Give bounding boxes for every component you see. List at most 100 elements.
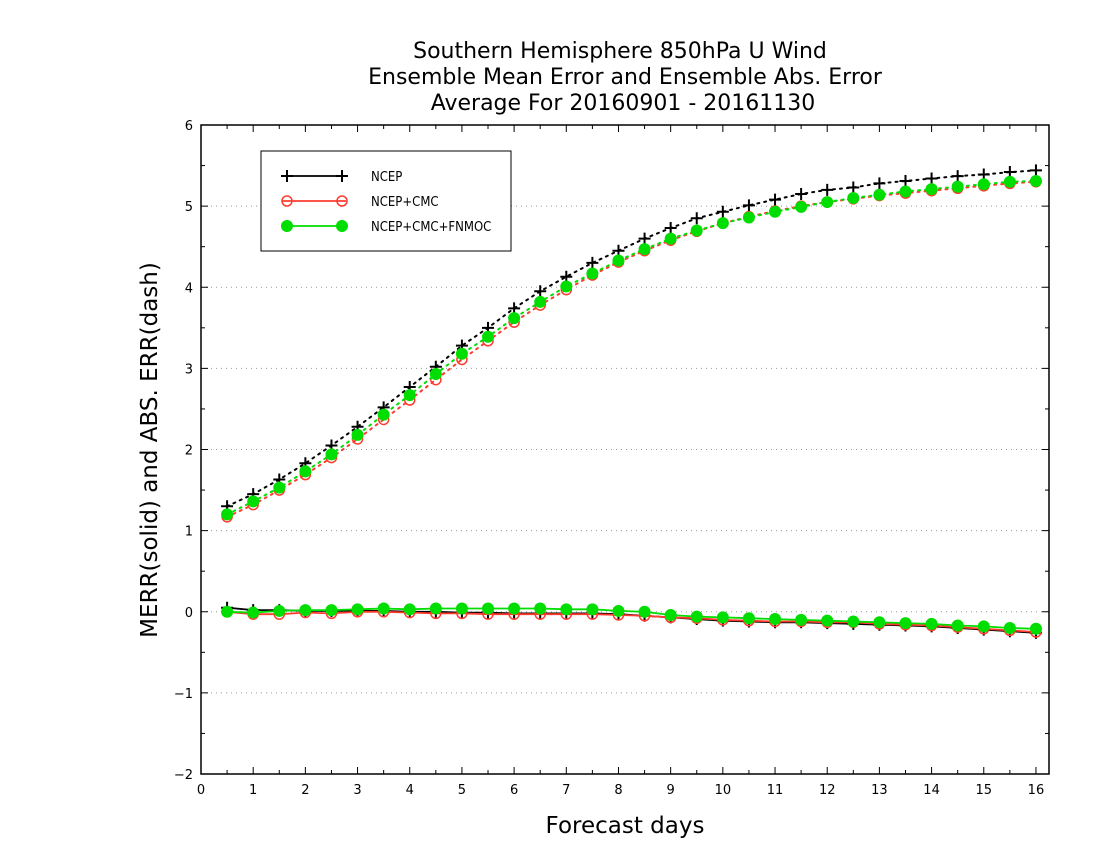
x-tick-label: 16: [1028, 783, 1045, 798]
data-point: [847, 192, 860, 205]
legend-marker: [281, 195, 293, 207]
x-tick-label: 7: [562, 783, 570, 798]
data-point: [351, 428, 364, 441]
data-point: [508, 602, 521, 615]
data-point: [455, 602, 468, 615]
data-point: [742, 612, 755, 625]
x-tick-label: 15: [975, 783, 992, 798]
data-point: [1029, 622, 1042, 635]
data-point: [951, 170, 964, 183]
data-point: [690, 212, 703, 225]
data-point: [795, 187, 808, 200]
data-point: [508, 312, 521, 325]
legend-label: NCEP+CMC+FNMOC: [371, 220, 491, 235]
x-tick-label: 10: [715, 783, 732, 798]
y-tick-label: 4: [185, 281, 193, 296]
y-tick-label: 2: [185, 444, 193, 459]
data-point: [664, 222, 677, 235]
data-point: [221, 508, 234, 521]
y-tick-label: 0: [185, 606, 193, 621]
y-tick-label: 6: [185, 119, 193, 134]
data-point: [377, 602, 390, 615]
data-point: [821, 183, 834, 196]
data-point: [769, 613, 782, 626]
x-tick-label: 0: [197, 783, 205, 798]
data-point: [638, 232, 651, 245]
data-point: [534, 602, 547, 615]
x-tick-label: 4: [406, 783, 414, 798]
data-point: [769, 193, 782, 206]
data-point: [560, 603, 573, 616]
x-tick-label: 5: [458, 783, 466, 798]
data-point: [716, 611, 729, 624]
abs-error-line: [226, 180, 1037, 518]
x-tick-label: 6: [510, 783, 518, 798]
x-tick-label: 8: [614, 783, 622, 798]
data-point: [664, 608, 677, 621]
data-point: [638, 605, 651, 618]
data-point: [429, 602, 442, 615]
title-line-2: Ensemble Mean Error and Ensemble Abs. Er…: [368, 65, 883, 90]
data-point: [873, 616, 886, 629]
legend-marker: [336, 195, 348, 207]
series-ncep-mean-error: [221, 601, 1042, 639]
data-point: [351, 603, 364, 616]
data-point: [482, 330, 495, 343]
chart-title: Southern Hemisphere 850hPa U Wind Ensemb…: [368, 39, 883, 116]
data-point: [325, 448, 338, 461]
data-point: [273, 481, 286, 494]
data-point: [455, 347, 468, 360]
title-line-1: Southern Hemisphere 850hPa U Wind: [413, 39, 827, 64]
data-point: [847, 181, 860, 194]
x-tick-label: 12: [819, 783, 836, 798]
data-point: [377, 408, 390, 421]
x-tick-label: 11: [767, 783, 784, 798]
data-point: [821, 614, 834, 627]
data-point: [1003, 621, 1016, 634]
y-tick-label: 5: [185, 200, 193, 215]
legend-marker: [281, 170, 293, 182]
data-point: [221, 605, 234, 618]
x-tick-label: 9: [667, 783, 675, 798]
data-point: [899, 617, 912, 630]
abs-error-line: [226, 180, 1037, 516]
data-point: [247, 606, 260, 619]
data-point: [612, 254, 625, 267]
data-point: [586, 603, 599, 616]
data-point: [247, 495, 260, 508]
series-ncep-cmc-fnmoc-abs-error: [221, 174, 1042, 521]
data-point: [325, 604, 338, 617]
x-axis: 0 1 2 3 4 5 6 7 8 9 10 11 12 13 14 15 16: [197, 125, 1044, 798]
data-point: [690, 224, 703, 237]
data-point: [690, 610, 703, 623]
data-point: [925, 172, 938, 185]
data-point: [716, 217, 729, 230]
y-tick-label: −2: [174, 768, 193, 783]
x-tick-label: 1: [249, 783, 257, 798]
data-point: [847, 615, 860, 628]
legend-label: NCEP: [371, 170, 402, 185]
y-axis-label: MERR(solid) and ABS. ERR(dash): [137, 262, 163, 638]
abs-error-line: [226, 169, 1037, 508]
mean-error-line: [226, 610, 1037, 633]
data-point: [873, 177, 886, 190]
data-point: [299, 465, 312, 478]
data-point: [951, 619, 964, 632]
title-line-3: Average For 20160901 - 20161130: [431, 91, 816, 116]
data-point: [586, 267, 599, 280]
data-point: [899, 174, 912, 187]
plot-series: [221, 164, 1042, 639]
data-point: [534, 295, 547, 308]
legend: NCEP NCEP+CMC NCEP+CMC+FNMOC: [260, 150, 512, 252]
data-point: [586, 256, 599, 269]
data-point: [403, 603, 416, 616]
data-point: [273, 604, 286, 617]
legend-label: NCEP+CMC: [371, 195, 439, 210]
data-point: [925, 183, 938, 196]
x-tick-label: 14: [923, 783, 940, 798]
data-point: [299, 604, 312, 617]
data-point: [482, 602, 495, 615]
data-point: [534, 285, 547, 298]
